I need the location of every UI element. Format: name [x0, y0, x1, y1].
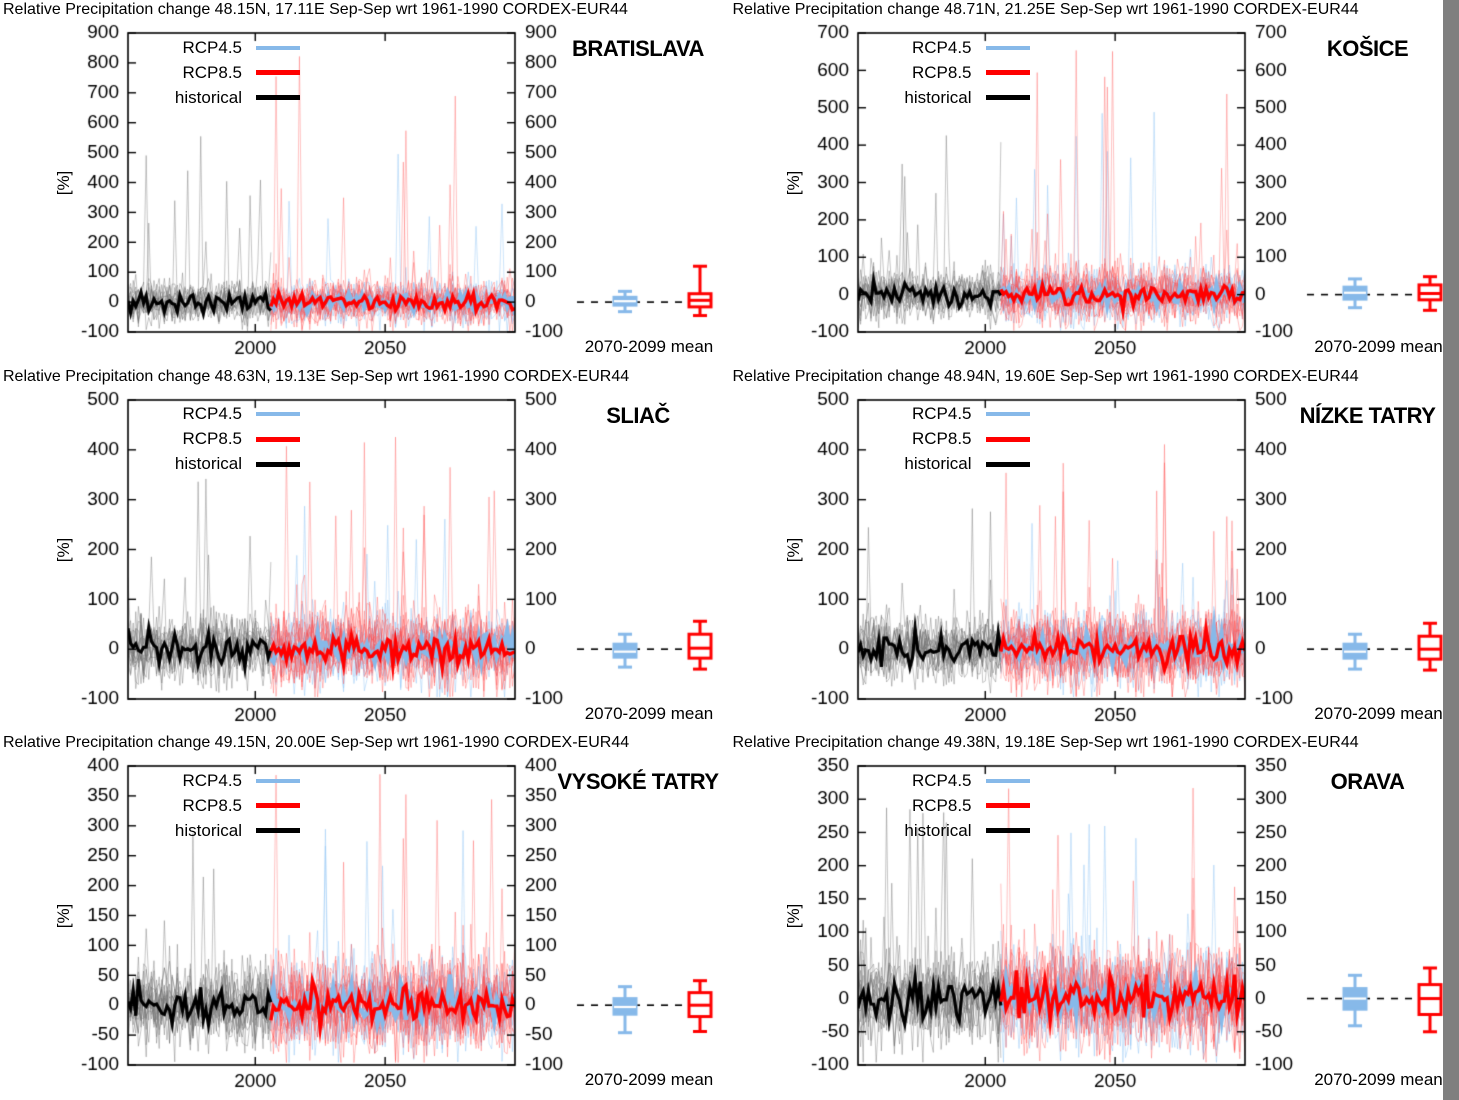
- legend-line-rcp85-icon: [985, 70, 1030, 75]
- legend-row-rcp85: RCP8.5: [150, 427, 300, 452]
- legend-line-historical-icon: [985, 828, 1030, 834]
- location-label: ORAVA: [1330, 769, 1405, 795]
- location-label: KOŠICE: [1326, 36, 1409, 61]
- boxplot-caption: 2070-2099 mean: [1314, 1070, 1443, 1090]
- location-label: NÍZKE TATRY: [1299, 402, 1436, 428]
- legend-row-historical: historical: [150, 452, 300, 477]
- legend-row-rcp45: RCP4.5: [880, 35, 1030, 60]
- legend-row-historical: historical: [880, 85, 1030, 110]
- boxplot-caption: 2070-2099 mean: [584, 703, 714, 723]
- legend-line-rcp85-icon: [985, 803, 1030, 809]
- legend-label-rcp45: RCP4.5: [911, 404, 972, 424]
- location-label: VYSOKÉ TATRY: [557, 769, 719, 795]
- legend-label-rcp85: RCP8.5: [182, 62, 242, 82]
- panel-title: Relative Precipitation change 48.71N, 21…: [732, 1, 1359, 18]
- chart-legend: RCP4.5 RCP8.5 historical: [880, 402, 1030, 477]
- legend-label-rcp45: RCP4.5: [911, 770, 972, 790]
- y-axis-unit-label: [%]: [54, 904, 73, 929]
- panel-title: Relative Precipitation change 49.38N, 19…: [732, 734, 1359, 752]
- chart-canvas: [729, 366, 1459, 734]
- legend-line-historical-icon: [256, 828, 300, 834]
- chart-canvas: [729, 0, 1459, 367]
- location-label: SLIAČ: [606, 402, 670, 428]
- legend-label-historical: historical: [904, 820, 972, 840]
- legend-line-rcp45-icon: [985, 412, 1030, 417]
- legend-row-rcp45: RCP4.5: [150, 35, 300, 60]
- legend-label-rcp45: RCP4.5: [182, 37, 242, 57]
- panel-orava: Relative Precipitation change 49.38N, 19…: [729, 733, 1459, 1100]
- legend-label-rcp85: RCP8.5: [911, 62, 972, 82]
- legend-line-rcp85-icon: [256, 803, 300, 809]
- legend-label-rcp45: RCP4.5: [182, 770, 242, 790]
- y-axis-unit-label: [%]: [54, 170, 73, 196]
- legend-label-historical: historical: [174, 454, 242, 474]
- legend-row-rcp85: RCP8.5: [150, 60, 300, 85]
- legend-row-historical: historical: [150, 818, 300, 843]
- legend-row-historical: historical: [880, 452, 1030, 477]
- panel-title: Relative Precipitation change 48.15N, 17…: [3, 1, 628, 18]
- panel-nizke-tatry: Relative Precipitation change 48.94N, 19…: [729, 366, 1459, 734]
- legend-row-rcp85: RCP8.5: [150, 793, 300, 818]
- y-axis-unit-label: [%]: [783, 537, 803, 562]
- boxplot-caption: 2070-2099 mean: [584, 1070, 714, 1090]
- chart-canvas: [0, 366, 730, 734]
- legend-label-historical: historical: [904, 87, 972, 107]
- chart-legend: RCP4.5 RCP8.5 historical: [150, 35, 300, 110]
- legend-row-rcp45: RCP4.5: [880, 768, 1030, 793]
- panel-vysoke-tatry: Relative Precipitation change 49.15N, 20…: [0, 733, 730, 1100]
- legend-row-rcp45: RCP4.5: [880, 402, 1030, 427]
- chart-canvas: [0, 733, 730, 1100]
- legend-label-rcp85: RCP8.5: [911, 795, 972, 815]
- legend-line-rcp45-icon: [256, 412, 300, 417]
- legend-row-historical: historical: [880, 818, 1030, 843]
- legend-line-rcp85-icon: [985, 436, 1030, 442]
- legend-label-historical: historical: [904, 454, 972, 474]
- legend-line-historical-icon: [985, 461, 1030, 467]
- boxplot-caption: 2070-2099 mean: [1314, 337, 1443, 356]
- legend-line-rcp45-icon: [256, 45, 300, 50]
- legend-label-rcp45: RCP4.5: [911, 37, 972, 57]
- y-axis-unit-label: [%]: [54, 537, 73, 562]
- boxplot-caption: 2070-2099 mean: [1314, 703, 1443, 723]
- legend-line-historical-icon: [256, 461, 300, 467]
- chart-canvas: [729, 733, 1459, 1100]
- legend-line-rcp45-icon: [256, 778, 300, 783]
- chart-legend: RCP4.5 RCP8.5 historical: [150, 402, 300, 477]
- legend-row-rcp85: RCP8.5: [880, 793, 1030, 818]
- panel-title: Relative Precipitation change 49.15N, 20…: [3, 734, 630, 752]
- chart-canvas: [0, 0, 730, 367]
- legend-row-rcp85: RCP8.5: [880, 427, 1030, 452]
- legend-line-historical-icon: [985, 95, 1030, 100]
- panel-bratislava: Relative Precipitation change 48.15N, 17…: [0, 0, 730, 367]
- chart-legend: RCP4.5 RCP8.5 historical: [880, 768, 1030, 843]
- legend-label-historical: historical: [174, 820, 242, 840]
- legend-line-rcp45-icon: [985, 45, 1030, 50]
- legend-row-historical: historical: [150, 85, 300, 110]
- legend-row-rcp45: RCP4.5: [150, 768, 300, 793]
- panel-kosice: Relative Precipitation change 48.71N, 21…: [729, 0, 1459, 367]
- legend-row-rcp85: RCP8.5: [880, 60, 1030, 85]
- legend-label-rcp45: RCP4.5: [182, 404, 242, 424]
- legend-label-rcp85: RCP8.5: [182, 795, 242, 815]
- legend-label-rcp85: RCP8.5: [182, 429, 242, 449]
- legend-label-rcp85: RCP8.5: [911, 429, 972, 449]
- legend-line-rcp85-icon: [256, 436, 300, 442]
- legend-row-rcp45: RCP4.5: [150, 402, 300, 427]
- location-label: BRATISLAVA: [572, 36, 704, 61]
- panel-sliac: Relative Precipitation change 48.63N, 19…: [0, 366, 730, 734]
- panel-title: Relative Precipitation change 48.63N, 19…: [3, 367, 630, 385]
- y-axis-unit-label: [%]: [783, 170, 803, 196]
- legend-line-rcp85-icon: [256, 70, 300, 75]
- y-axis-unit-label: [%]: [783, 904, 803, 929]
- legend-label-historical: historical: [174, 87, 242, 107]
- chart-legend: RCP4.5 RCP8.5 historical: [150, 768, 300, 843]
- legend-line-rcp45-icon: [985, 778, 1030, 783]
- scrollbar[interactable]: [1443, 0, 1459, 1100]
- boxplot-caption: 2070-2099 mean: [584, 337, 714, 356]
- panel-title: Relative Precipitation change 48.94N, 19…: [732, 367, 1359, 385]
- legend-line-historical-icon: [256, 95, 300, 100]
- chart-legend: RCP4.5 RCP8.5 historical: [880, 35, 1030, 110]
